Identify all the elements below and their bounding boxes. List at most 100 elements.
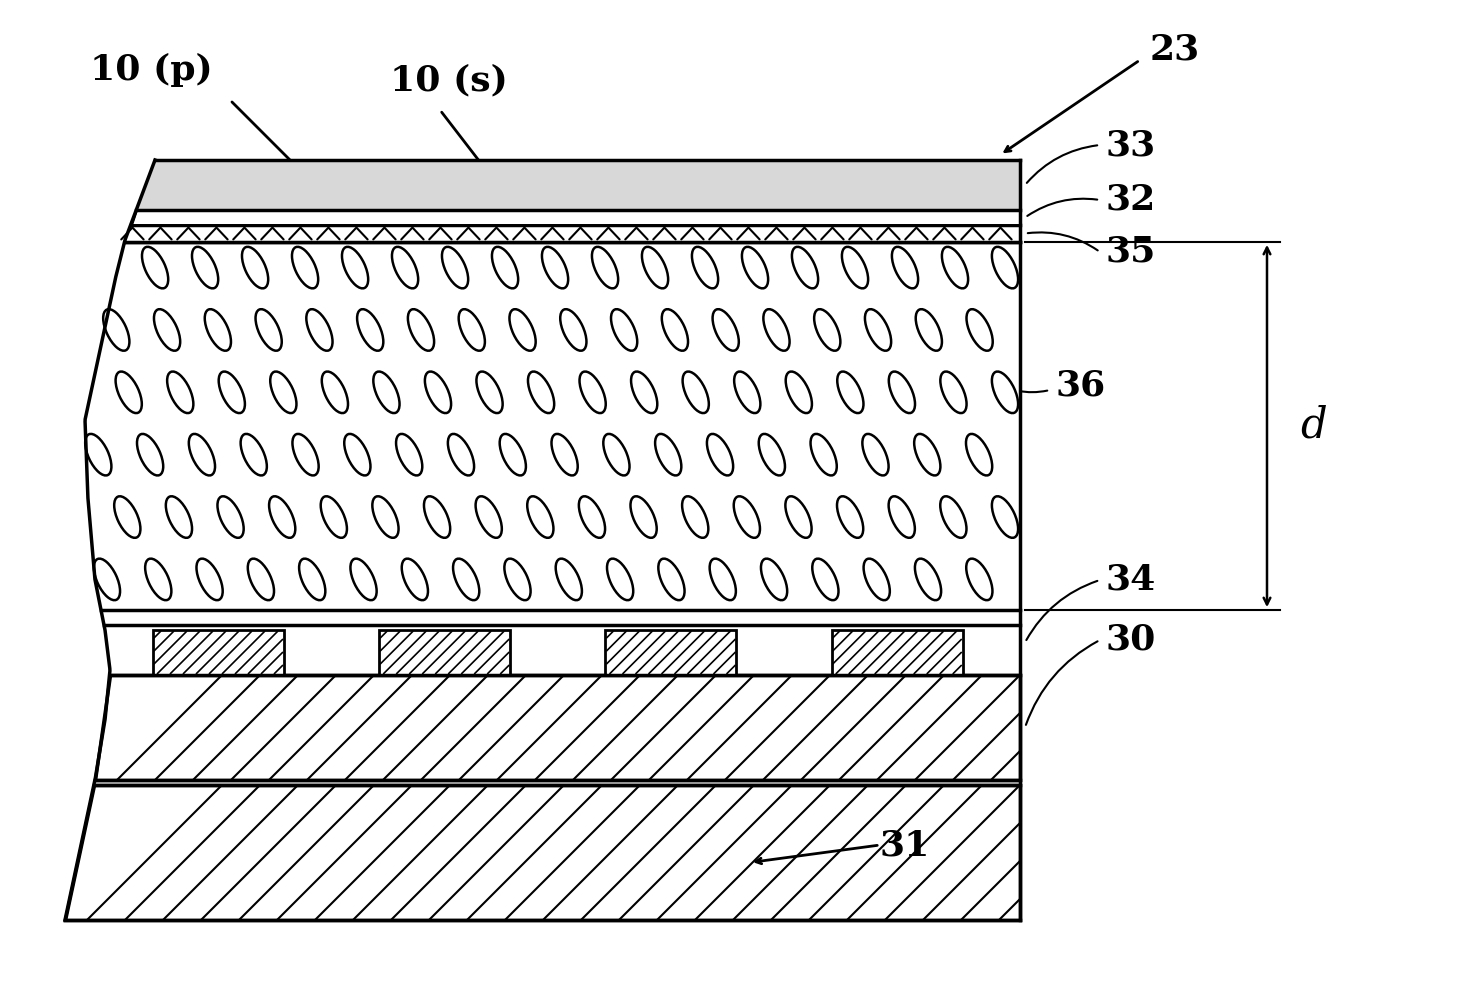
Ellipse shape [735, 372, 760, 413]
Ellipse shape [356, 309, 383, 351]
Ellipse shape [443, 247, 468, 288]
Ellipse shape [196, 559, 222, 600]
Ellipse shape [707, 434, 733, 475]
Ellipse shape [270, 372, 297, 413]
Ellipse shape [606, 559, 633, 600]
Ellipse shape [292, 247, 318, 288]
Ellipse shape [145, 559, 171, 600]
Ellipse shape [453, 559, 479, 600]
Ellipse shape [307, 309, 333, 351]
Ellipse shape [459, 309, 485, 351]
Ellipse shape [504, 559, 530, 600]
Ellipse shape [542, 247, 568, 288]
Ellipse shape [300, 559, 326, 600]
Ellipse shape [153, 309, 180, 351]
Text: 30: 30 [1105, 623, 1156, 657]
Ellipse shape [710, 559, 736, 600]
Ellipse shape [188, 434, 215, 475]
Ellipse shape [992, 247, 1018, 288]
Ellipse shape [915, 559, 941, 600]
Ellipse shape [205, 309, 231, 351]
Ellipse shape [967, 309, 992, 351]
Ellipse shape [992, 372, 1018, 413]
Ellipse shape [693, 247, 719, 288]
Ellipse shape [392, 247, 418, 288]
Text: 34: 34 [1105, 563, 1156, 597]
Ellipse shape [137, 434, 164, 475]
Ellipse shape [733, 496, 760, 538]
Text: 23: 23 [1150, 33, 1201, 67]
Ellipse shape [837, 496, 863, 538]
Ellipse shape [191, 247, 218, 288]
Ellipse shape [85, 434, 111, 475]
Ellipse shape [758, 434, 785, 475]
Ellipse shape [114, 496, 140, 538]
Ellipse shape [167, 372, 193, 413]
Ellipse shape [792, 247, 818, 288]
Ellipse shape [763, 309, 789, 351]
Text: 33: 33 [1105, 128, 1156, 162]
Ellipse shape [713, 309, 739, 351]
Ellipse shape [476, 372, 503, 413]
Ellipse shape [941, 372, 967, 413]
Ellipse shape [811, 434, 837, 475]
Ellipse shape [269, 496, 295, 538]
Ellipse shape [837, 372, 863, 413]
Ellipse shape [449, 434, 473, 475]
Ellipse shape [241, 434, 267, 475]
Ellipse shape [761, 559, 787, 600]
Ellipse shape [115, 372, 142, 413]
Ellipse shape [551, 434, 577, 475]
Ellipse shape [814, 309, 840, 351]
Polygon shape [124, 225, 1020, 242]
Ellipse shape [682, 496, 709, 538]
Text: 10 (p): 10 (p) [91, 53, 213, 87]
Ellipse shape [424, 496, 450, 538]
Ellipse shape [682, 372, 709, 413]
Ellipse shape [321, 496, 346, 538]
Ellipse shape [167, 496, 191, 538]
Ellipse shape [992, 496, 1018, 538]
Ellipse shape [862, 434, 888, 475]
Polygon shape [64, 785, 1020, 920]
Ellipse shape [611, 309, 637, 351]
Ellipse shape [742, 247, 768, 288]
Text: 36: 36 [1055, 368, 1106, 402]
Bar [153, 630, 283, 675]
Ellipse shape [941, 496, 967, 538]
Ellipse shape [492, 247, 519, 288]
Ellipse shape [842, 247, 868, 288]
Ellipse shape [218, 496, 244, 538]
Ellipse shape [659, 559, 685, 600]
Ellipse shape [256, 309, 282, 351]
Ellipse shape [345, 434, 371, 475]
Ellipse shape [580, 372, 606, 413]
Ellipse shape [351, 559, 377, 600]
Polygon shape [136, 160, 1020, 210]
Ellipse shape [560, 309, 586, 351]
Ellipse shape [966, 434, 992, 475]
Ellipse shape [374, 372, 399, 413]
Ellipse shape [555, 559, 581, 600]
Ellipse shape [888, 372, 915, 413]
Ellipse shape [396, 434, 422, 475]
Ellipse shape [142, 247, 168, 288]
Ellipse shape [402, 559, 428, 600]
Ellipse shape [500, 434, 526, 475]
Text: 35: 35 [1105, 235, 1156, 269]
Ellipse shape [641, 247, 668, 288]
Ellipse shape [655, 434, 681, 475]
Ellipse shape [662, 309, 688, 351]
Ellipse shape [527, 372, 554, 413]
Ellipse shape [219, 372, 245, 413]
Bar [831, 630, 963, 675]
Ellipse shape [321, 372, 348, 413]
Ellipse shape [527, 496, 554, 538]
Bar [378, 630, 510, 675]
Ellipse shape [891, 247, 918, 288]
Ellipse shape [592, 247, 618, 288]
Ellipse shape [248, 559, 275, 600]
Ellipse shape [966, 559, 992, 600]
Ellipse shape [631, 496, 656, 538]
Text: 10 (s): 10 (s) [390, 63, 508, 97]
